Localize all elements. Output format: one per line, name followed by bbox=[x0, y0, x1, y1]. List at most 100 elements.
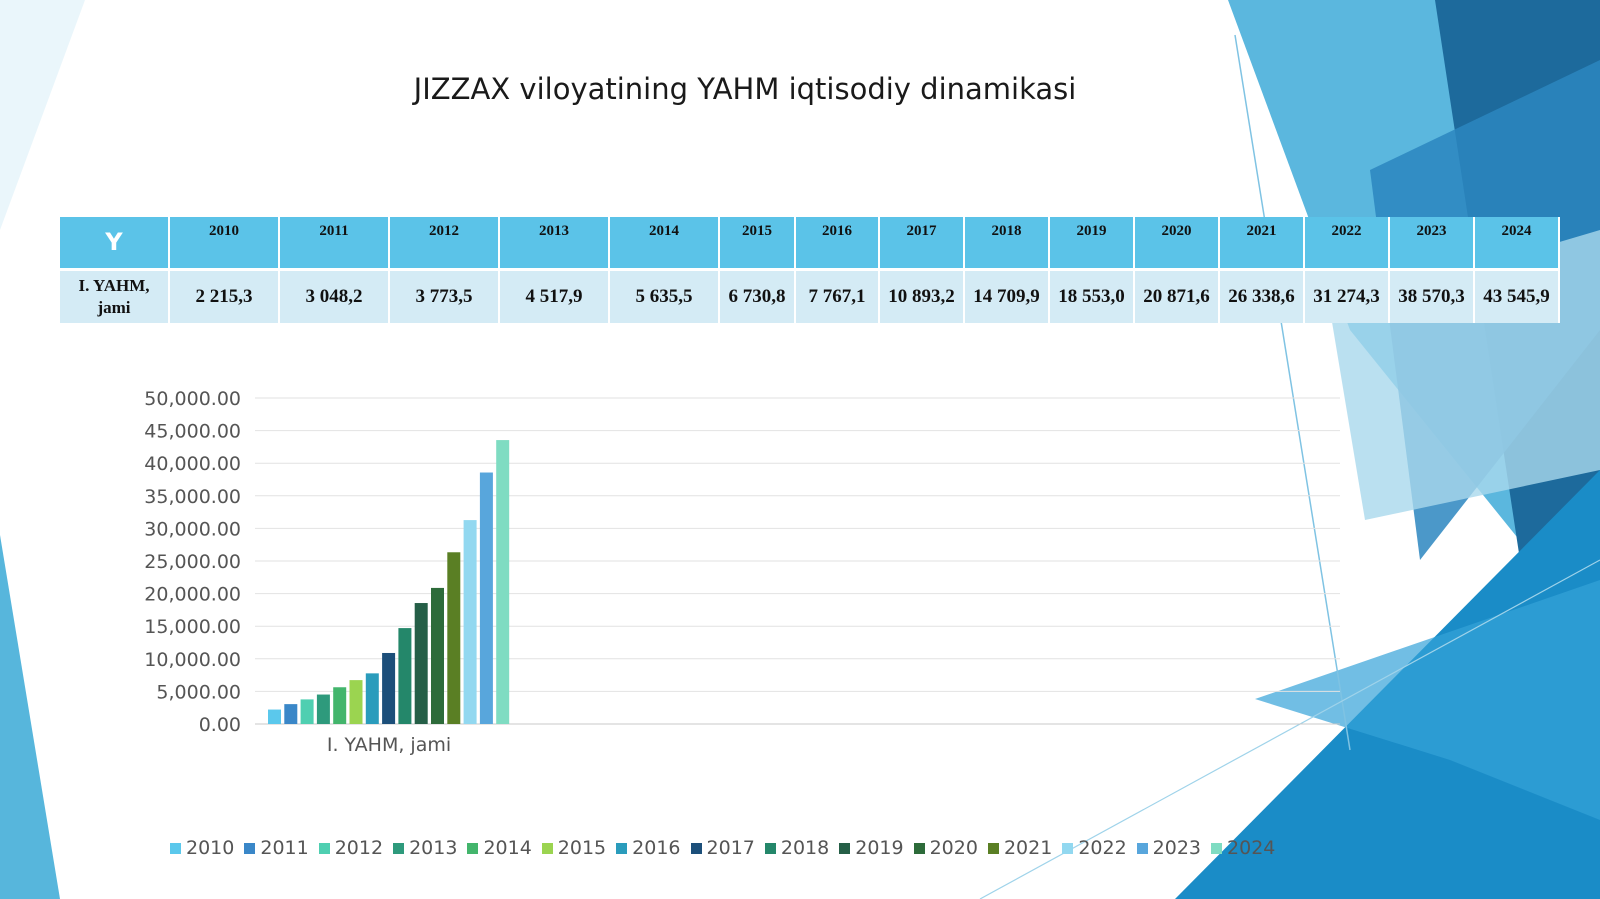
legend-swatch bbox=[244, 842, 256, 854]
legend-label: 2020 bbox=[929, 837, 978, 859]
chart-legend: 2010 2011 2012 2013 2014 2015 2016 2017 2018 2019… bbox=[170, 837, 1275, 859]
table-value-cell: 31 274,3 bbox=[1304, 268, 1390, 323]
table-header-year: 2018 bbox=[964, 217, 1050, 270]
y-tick-label: 25,000.00 bbox=[144, 551, 241, 573]
legend-item: 2021 bbox=[987, 837, 1052, 859]
y-tick-label: 15,000.00 bbox=[144, 616, 241, 638]
legend-label: 2023 bbox=[1152, 837, 1202, 859]
table-value-cell: 5 635,5 bbox=[609, 268, 720, 323]
table-header-year: 2024 bbox=[1474, 217, 1560, 270]
legend-label: 2012 bbox=[334, 837, 384, 859]
legend-item: 2024 bbox=[1211, 837, 1275, 859]
table-value-cell: 2 215,3 bbox=[169, 268, 280, 323]
legend-swatch bbox=[616, 842, 628, 854]
table-value-cell: 26 338,6 bbox=[1219, 268, 1305, 323]
legend-swatch bbox=[987, 842, 999, 854]
legend-swatch bbox=[170, 842, 181, 854]
table-value-cell: 20 871,6 bbox=[1134, 268, 1220, 323]
legend-item: 2022 bbox=[1062, 837, 1127, 859]
gdp-table: Y 2010 2011 2012 2013 2014 2015 2016 2017 2018 20… bbox=[60, 217, 1560, 323]
legend-item: 2020 bbox=[913, 837, 978, 859]
legend-item: 2018 bbox=[764, 837, 830, 859]
bar-2015 bbox=[349, 680, 363, 724]
y-tick-label: 0.00 bbox=[199, 714, 241, 736]
legend-label: 2013 bbox=[409, 837, 458, 859]
table-header-year: 2016 bbox=[795, 217, 880, 270]
page-title: JIZZAX viloyatining YAHM iqtisodiy dinam… bbox=[413, 72, 1077, 106]
legend-label: 2015 bbox=[557, 837, 607, 859]
bar-2020 bbox=[431, 587, 444, 724]
table-row: I. YAHM, jami 2 215,3 3 048,2 3 773,5 4 517… bbox=[60, 268, 1560, 323]
legend-item: 2010 bbox=[170, 837, 234, 859]
y-tick-label: 10,000.00 bbox=[144, 649, 241, 671]
legend-item: 2012 bbox=[318, 837, 384, 859]
bar-2024 bbox=[496, 440, 510, 724]
bar-2021 bbox=[447, 552, 461, 724]
legend-item: 2017 bbox=[690, 837, 755, 859]
legend-swatch bbox=[913, 842, 925, 854]
legend-swatch bbox=[764, 842, 776, 854]
bar-2013 bbox=[316, 694, 330, 724]
x-category-label: I. YAHM, jami bbox=[327, 734, 451, 756]
table-header-year: 2014 bbox=[609, 217, 720, 270]
legend-swatch bbox=[690, 842, 702, 854]
legend-label: 2011 bbox=[260, 837, 309, 859]
legend-label: 2017 bbox=[706, 837, 755, 859]
bar-2012 bbox=[300, 699, 314, 724]
table-header-year: 2021 bbox=[1219, 217, 1305, 270]
table-value-cell: 3 048,2 bbox=[279, 268, 390, 323]
legend-item: 2019 bbox=[839, 837, 904, 859]
table-header-year: 2010 bbox=[169, 217, 280, 270]
bar-2019 bbox=[414, 603, 428, 724]
legend-label: 2014 bbox=[483, 837, 532, 859]
table-header-row: Y 2010 2011 2012 2013 2014 2015 2016 2017 2018 20… bbox=[60, 217, 1560, 270]
y-tick-label: 5,000.00 bbox=[156, 681, 241, 703]
row-label-cell: I. YAHM, jami bbox=[60, 268, 170, 323]
legend-swatch bbox=[318, 842, 330, 854]
bar-2014 bbox=[333, 687, 347, 724]
legend-item: 2016 bbox=[616, 837, 681, 859]
y-tick-label: 40,000.00 bbox=[144, 453, 241, 475]
legend-item: 2023 bbox=[1136, 837, 1202, 859]
y-tick-label: 50,000.00 bbox=[144, 388, 241, 410]
bar-2017 bbox=[382, 652, 396, 724]
table-value-cell: 6 730,8 bbox=[719, 268, 796, 323]
legend-item: 2013 bbox=[393, 837, 457, 859]
y-tick-label: 30,000.00 bbox=[144, 518, 241, 540]
y-tick-label: 45,000.00 bbox=[144, 421, 241, 443]
table-header-year: 2011 bbox=[279, 217, 390, 270]
legend-label: 2018 bbox=[780, 837, 830, 859]
legend-label: 2019 bbox=[855, 837, 904, 859]
legend-item: 2014 bbox=[467, 837, 532, 859]
table-header-year: 2017 bbox=[879, 217, 965, 270]
legend-swatch bbox=[1136, 842, 1148, 854]
table-header-year: 2015 bbox=[719, 217, 796, 270]
table-header-year: 2022 bbox=[1304, 217, 1390, 270]
bar-2011 bbox=[284, 704, 298, 724]
legend-label: 2022 bbox=[1078, 837, 1127, 859]
table-header-year: 2012 bbox=[389, 217, 500, 270]
table-value-cell: 4 517,9 bbox=[499, 268, 610, 323]
bar-2010 bbox=[268, 709, 281, 724]
legend-item: 2015 bbox=[541, 837, 607, 859]
table-value-cell: 3 773,5 bbox=[389, 268, 500, 323]
legend-swatch bbox=[1062, 842, 1074, 854]
bar-chart: 0.00 5,000.00 10,000.00 15,000.00 20,000.00 2… bbox=[144, 388, 1340, 756]
bar-2018 bbox=[398, 628, 412, 724]
table-value-cell: 7 767,1 bbox=[795, 268, 880, 323]
table-header-year: 2020 bbox=[1134, 217, 1220, 270]
y-tick-label: 35,000.00 bbox=[144, 486, 241, 508]
bar-2023 bbox=[479, 472, 493, 724]
table-header-year: 2013 bbox=[499, 217, 610, 270]
table-header-year: 2019 bbox=[1049, 217, 1135, 270]
legend-swatch bbox=[541, 842, 553, 854]
table-value-cell: 18 553,0 bbox=[1049, 268, 1135, 323]
y-tick-label: 20,000.00 bbox=[144, 584, 241, 606]
table-value-cell: 14 709,9 bbox=[964, 268, 1050, 323]
legend-swatch bbox=[839, 842, 851, 854]
legend-label: 2016 bbox=[632, 837, 681, 859]
legend-swatch bbox=[393, 842, 405, 854]
chart-bars bbox=[268, 440, 510, 724]
legend-item: 2011 bbox=[244, 837, 309, 859]
table-header-year: 2023 bbox=[1389, 217, 1475, 270]
